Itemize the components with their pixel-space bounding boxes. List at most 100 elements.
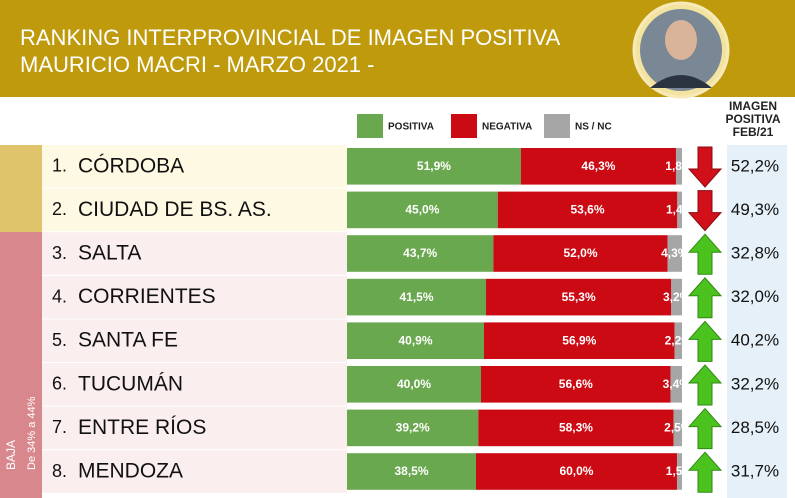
previous-header: IMAGEN [729, 99, 777, 113]
previous-value: 52,2% [731, 156, 779, 175]
trend-arrow [687, 320, 723, 362]
bar-segment [673, 409, 682, 447]
bar-segment [347, 366, 481, 403]
portrait-face [665, 20, 697, 60]
bar-segment [486, 278, 672, 316]
row-bg [42, 363, 347, 406]
value-label: 1,4% [666, 203, 694, 217]
value-label: 2,2% [665, 333, 693, 347]
value-label: 2,5% [664, 421, 692, 435]
category-label: MENDOZA [78, 460, 183, 483]
previous-value: 28,5% [731, 418, 779, 437]
bar-segment [347, 191, 498, 229]
bar-segment [520, 148, 676, 185]
trend-arrow [687, 190, 723, 232]
bar-segment [497, 191, 678, 229]
value-label: 60,0% [559, 464, 593, 478]
row-bg [42, 275, 347, 319]
value-label: 53,6% [571, 203, 605, 217]
bar-segment [478, 409, 674, 447]
previous-value: 32,8% [731, 243, 779, 262]
value-label: 3,2% [663, 290, 691, 304]
category-label: CORRIENTES [78, 285, 216, 308]
bar-segment [675, 148, 682, 185]
legend-label: NEGATIVA [482, 122, 532, 133]
bar-segment [484, 322, 675, 359]
previous-header: POSITIVA [725, 112, 780, 126]
value-label: 56,9% [562, 333, 596, 347]
bar-segment [347, 278, 487, 316]
bar-segment [347, 409, 479, 447]
rank: 8. [52, 461, 67, 481]
bar-segment [677, 191, 682, 229]
value-label: 4,3% [661, 246, 689, 260]
legend-swatch [544, 114, 570, 138]
bar-segment [347, 148, 521, 185]
value-label: 3,4% [663, 377, 691, 391]
rank: 6. [52, 374, 67, 394]
value-label: 43,7% [403, 246, 437, 260]
value-label: 46,3% [581, 159, 615, 173]
legend-swatch [451, 114, 477, 138]
row-bg [42, 406, 347, 450]
trend-arrow [687, 233, 723, 275]
rank: 2. [52, 199, 67, 219]
rank: 1. [52, 156, 67, 176]
row-bg [42, 319, 347, 362]
rank: 5. [52, 330, 67, 350]
previous-value: 32,2% [731, 374, 779, 393]
value-label: 52,0% [563, 246, 597, 260]
bar-segment [670, 366, 682, 403]
category-label: CIUDAD DE BS. AS. [78, 198, 272, 221]
legend-label: NS / NC [575, 122, 612, 133]
bar-segment [674, 322, 682, 359]
bars: 51,9% 46,3% 1,8% 45,0% 53,6% 1,4% 43,7% 52,0% 4,… [347, 148, 694, 490]
previous-column-bg [727, 145, 787, 498]
group-label: BAJA [4, 440, 18, 470]
previous-value: 49,3% [731, 200, 779, 219]
bar-segment [347, 322, 485, 359]
bar-segment [493, 235, 668, 272]
plot: POSITIVA NEGATIVA NS / NCIMAGENPOSITIVAFEB… [42, 99, 781, 493]
previous-header: FEB/21 [733, 125, 774, 139]
row-bg [42, 188, 347, 232]
legend-swatch [357, 114, 383, 138]
trend-arrow [687, 451, 723, 493]
portrait-suit [650, 75, 712, 88]
category-label: ENTRE RÍOS [78, 416, 206, 439]
bar-segment [475, 453, 677, 490]
value-label: 51,9% [417, 159, 451, 173]
bar-segment [347, 453, 476, 490]
value-label: 41,5% [399, 290, 433, 304]
group-strip [0, 232, 42, 498]
bar-segment [676, 453, 682, 490]
row-bg [42, 232, 347, 275]
value-label: 45,0% [405, 203, 439, 217]
value-label: 40,0% [397, 377, 431, 391]
title-line: RANKING INTERPROVINCIAL DE IMAGEN POSITI… [20, 25, 561, 50]
bar-segment [667, 235, 682, 272]
previous-value: 31,7% [731, 461, 779, 480]
value-label: 1,5% [666, 464, 694, 478]
value-label: 58,3% [559, 421, 593, 435]
rank: 3. [52, 243, 67, 263]
category-label: SALTA [78, 242, 141, 265]
bar-segment [347, 235, 494, 272]
trend-arrow [687, 364, 723, 406]
category-label: SANTA FE [78, 329, 178, 352]
value-label: 40,9% [398, 333, 432, 347]
category-label: CÓRDOBA [78, 154, 184, 177]
value-label: 56,6% [559, 377, 593, 391]
value-label: 39,2% [396, 421, 430, 435]
bar-segment [481, 366, 671, 403]
row-bg [42, 145, 347, 188]
category-label: TUCUMÁN [78, 372, 183, 395]
previous-value: 32,0% [731, 287, 779, 306]
value-label: 1,8% [665, 159, 693, 173]
row-bg [42, 450, 347, 493]
trend-arrow [687, 277, 723, 319]
trend-arrow [687, 407, 723, 450]
rank: 7. [52, 417, 67, 437]
legend-label: POSITIVA [388, 122, 434, 133]
